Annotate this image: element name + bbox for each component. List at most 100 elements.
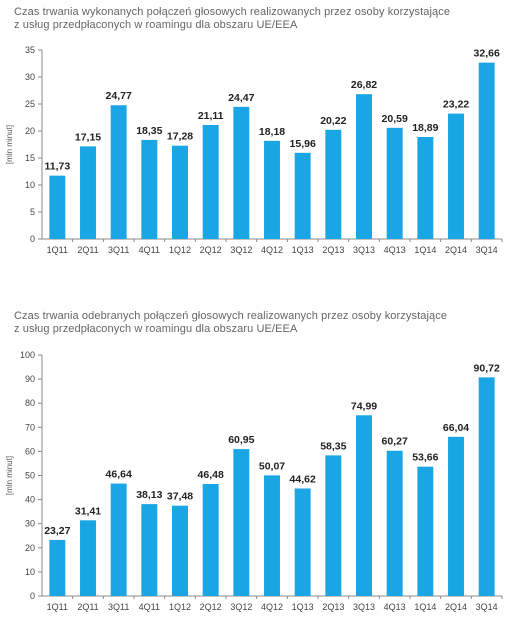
bar [141, 504, 158, 596]
bar [233, 106, 250, 239]
data-label: 20,59 [382, 113, 408, 125]
bar [325, 129, 342, 239]
x-tick-label: 3Q11 [108, 245, 129, 255]
bar [356, 94, 372, 239]
data-label: 74,99 [351, 400, 377, 412]
chart-incoming-calls: Czas trwania odebranych połączeń głosowy… [0, 300, 515, 624]
data-label: 18,35 [136, 125, 162, 137]
y-tick-label: 30 [25, 72, 35, 82]
chart-title-outgoing: Czas trwania wykonanych połączeń głosowy… [14, 6, 451, 31]
x-tick-label: 2Q12 [200, 245, 222, 255]
x-tick-label: 2Q14 [445, 245, 467, 255]
data-label: 23,27 [44, 525, 70, 537]
x-tick-label: 2Q13 [322, 602, 344, 612]
bar [202, 483, 219, 596]
y-tick-label: 90 [25, 374, 35, 384]
y-tick-label: 30 [25, 519, 35, 529]
x-tick-label: 3Q13 [353, 602, 375, 612]
y-tick-label: 25 [25, 99, 35, 109]
x-tick-label: 3Q11 [108, 602, 129, 612]
bar [172, 505, 188, 596]
data-label: 24,77 [106, 90, 132, 102]
data-label: 18,18 [259, 126, 285, 138]
data-label: 21,11 [198, 110, 224, 122]
x-tick-label: 3Q12 [230, 602, 252, 612]
bar [49, 539, 66, 596]
data-label: 15,96 [290, 138, 316, 150]
bar [294, 152, 311, 239]
x-tick-label: 4Q11 [139, 602, 160, 612]
data-label: 17,15 [75, 131, 101, 143]
bar [80, 146, 96, 239]
x-tick-label: 4Q13 [384, 602, 406, 612]
bar [172, 145, 188, 239]
chart-outgoing-calls: Czas trwania wykonanych połączeń głosowy… [0, 0, 515, 270]
y-tick-label: 0 [30, 591, 35, 601]
y-tick-label: 70 [25, 422, 35, 432]
bar [80, 520, 96, 596]
y-tick-label: 0 [30, 234, 35, 244]
bar [110, 105, 127, 239]
x-tick-label: 4Q13 [384, 245, 406, 255]
x-tick-label: 2Q11 [77, 602, 98, 612]
x-tick-label: 2Q14 [445, 602, 467, 612]
y-tick-label: 5 [30, 207, 35, 217]
y-tick-label: 60 [25, 446, 35, 456]
bar [202, 125, 219, 239]
y-tick-label: 20 [25, 543, 35, 553]
x-tick-label: 4Q11 [139, 245, 160, 255]
y-tick-label: 35 [25, 45, 35, 55]
data-label: 37,48 [167, 491, 193, 503]
y-tick-label: 80 [25, 398, 35, 408]
data-label: 58,35 [320, 440, 346, 452]
x-tick-label: 3Q13 [353, 245, 375, 255]
data-label: 53,66 [412, 452, 438, 464]
data-label: 66,04 [443, 422, 469, 434]
bar [264, 475, 280, 596]
y-tick-label: 10 [25, 180, 35, 190]
x-tick-label: 1Q14 [414, 602, 436, 612]
x-tick-label: 3Q14 [476, 602, 498, 612]
y-axis-label: [mln minut] [5, 125, 14, 164]
x-tick-label: 2Q12 [200, 602, 222, 612]
data-label: 44,62 [290, 473, 316, 485]
bar [386, 450, 403, 596]
bar [141, 139, 158, 239]
chart-incoming-svg: 0 10 20 30 40 50 60 70 80 90 100 [mln minut] 23,27 1Q… [5, 350, 503, 612]
data-label: 24,47 [228, 92, 254, 104]
bar [417, 136, 434, 239]
x-tick-label: 1Q12 [169, 602, 191, 612]
data-label: 60,27 [382, 436, 408, 448]
y-tick-label: 50 [25, 471, 35, 481]
bar [294, 488, 311, 596]
bar [478, 377, 495, 596]
x-tick-label: 2Q13 [322, 245, 344, 255]
bar [478, 62, 495, 239]
data-label: 32,66 [474, 48, 500, 60]
data-label: 20,22 [320, 115, 346, 127]
bar [325, 455, 342, 596]
y-tick-label: 40 [25, 495, 35, 505]
y-tick-label: 20 [25, 126, 35, 136]
x-tick-label: 1Q13 [292, 245, 314, 255]
chart-outgoing-svg: 0 5 10 15 20 25 30 35 [mln minut] 11,73 1Q11 17,15 2… [5, 45, 503, 255]
data-label: 26,82 [351, 79, 377, 91]
bar [386, 127, 403, 239]
x-tick-label: 2Q11 [77, 245, 98, 255]
x-tick-label: 1Q11 [47, 245, 68, 255]
data-label: 18,89 [412, 122, 438, 134]
data-label: 17,28 [167, 131, 193, 143]
chart-title-incoming: Czas trwania odebranych połączeń głosowy… [14, 310, 448, 335]
bar [264, 140, 280, 239]
data-label: 11,73 [44, 161, 70, 173]
x-tick-label: 1Q11 [47, 602, 68, 612]
x-tick-label: 1Q13 [292, 602, 314, 612]
bar [448, 436, 464, 596]
data-label: 46,48 [198, 469, 224, 481]
bar [417, 466, 434, 596]
x-tick-label: 4Q12 [261, 602, 283, 612]
y-tick-label: 10 [25, 567, 35, 577]
y-tick-label: 15 [25, 153, 35, 163]
bar [233, 449, 250, 596]
data-label: 90,72 [474, 362, 500, 374]
